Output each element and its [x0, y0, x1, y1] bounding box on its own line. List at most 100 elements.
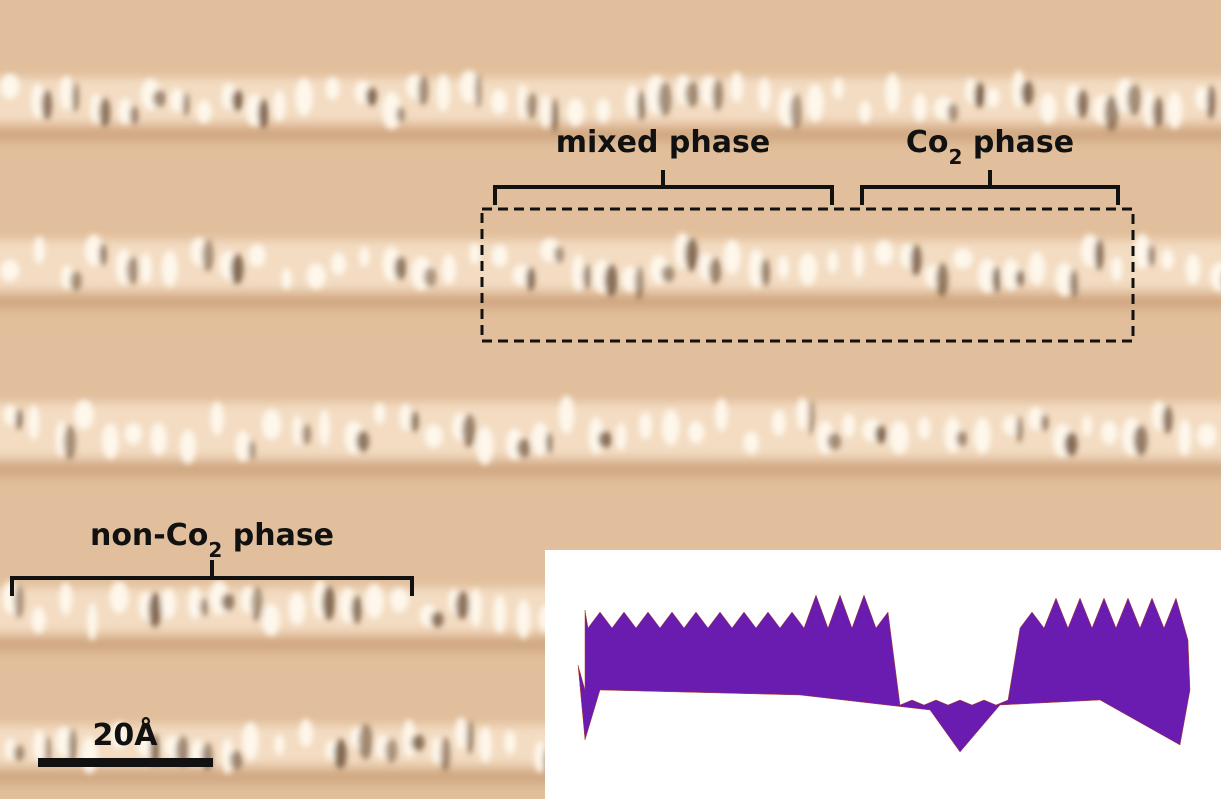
atom	[274, 734, 285, 755]
dark-row	[0, 463, 1221, 477]
atom	[1195, 86, 1209, 110]
atom-shadow	[153, 90, 166, 107]
atom	[431, 737, 441, 764]
label-part: 2	[208, 538, 222, 562]
atom-shadow	[202, 240, 213, 272]
atom	[292, 415, 302, 446]
atom-shadow	[911, 245, 922, 276]
atom-shadow	[554, 246, 563, 263]
atom-shadow	[418, 76, 428, 106]
atom-shadow	[992, 266, 1000, 293]
atom	[796, 398, 808, 430]
atom	[965, 78, 976, 103]
atom-shadow	[456, 591, 470, 619]
atom	[987, 88, 1000, 108]
atom	[913, 93, 927, 121]
dark-row	[0, 295, 1221, 309]
atom	[319, 410, 330, 447]
atom-shadow	[956, 431, 966, 447]
atom	[1082, 415, 1092, 437]
atom	[436, 74, 450, 112]
atom	[210, 402, 223, 436]
atom	[1028, 252, 1045, 286]
atom	[885, 73, 900, 113]
atom-shadow	[14, 745, 25, 761]
atom-shadow	[251, 587, 262, 622]
atom-shadow	[475, 74, 481, 108]
atom	[743, 431, 759, 454]
atom	[974, 417, 991, 454]
atom-shadow	[440, 737, 450, 771]
atom	[842, 414, 855, 438]
atom	[807, 84, 824, 122]
atom	[331, 253, 347, 276]
atom	[140, 253, 152, 285]
atom-shadow	[1070, 269, 1078, 298]
atom	[1178, 419, 1191, 456]
atom-shadow	[334, 739, 346, 769]
atom	[249, 244, 266, 267]
atom-shadow	[713, 79, 723, 110]
atom-shadow	[99, 243, 106, 266]
atom	[307, 263, 327, 289]
atom-shadow	[1041, 414, 1048, 430]
atom	[772, 410, 786, 436]
atom-shadow	[200, 598, 209, 616]
atom-shadow	[790, 94, 801, 129]
atom-shadow	[599, 431, 612, 448]
atom-shadow	[72, 82, 78, 112]
atom	[399, 404, 411, 431]
atom	[424, 424, 443, 448]
atom-shadow	[64, 425, 76, 460]
scale-bar	[38, 758, 213, 767]
atom	[262, 604, 280, 636]
atom-shadow	[230, 750, 243, 770]
atom-shadow	[258, 99, 268, 129]
atom-shadow	[526, 93, 538, 119]
atom	[476, 426, 493, 465]
atom-shadow	[127, 256, 139, 284]
atom	[479, 726, 492, 762]
atom-shadow	[16, 409, 23, 430]
atom	[567, 98, 585, 126]
atom	[688, 421, 704, 444]
atom	[531, 422, 548, 456]
label-part: non-Co	[90, 518, 208, 553]
atom	[1134, 234, 1150, 270]
atom	[1161, 249, 1174, 270]
atom	[273, 90, 286, 122]
atom-shadow	[359, 724, 373, 760]
atom-shadow	[42, 90, 52, 120]
atom-shadow	[1065, 432, 1078, 456]
atom-shadow	[974, 82, 984, 108]
atom	[953, 248, 973, 269]
atom-shadow	[875, 425, 886, 444]
atom-shadow	[467, 721, 474, 755]
atom-shadow	[685, 81, 699, 107]
atom	[33, 730, 45, 762]
atom-shadow	[69, 729, 76, 763]
atom-shadow	[1127, 84, 1141, 116]
atom	[918, 417, 931, 440]
atom	[170, 88, 184, 112]
atom	[1101, 421, 1118, 445]
atom-shadow	[352, 595, 362, 624]
atom	[102, 423, 119, 459]
atom-shadow	[99, 98, 111, 127]
atom-shadow	[685, 238, 698, 271]
atom	[59, 582, 72, 615]
label-part: phase	[222, 518, 334, 553]
atom-shadow	[1163, 406, 1173, 434]
atom-shadow	[827, 433, 841, 450]
atom	[374, 403, 385, 425]
atom	[281, 268, 292, 290]
atom-shadow	[462, 414, 475, 447]
atom	[626, 85, 640, 117]
atom-shadow	[385, 739, 397, 763]
atom-shadow	[936, 263, 948, 297]
atom	[799, 253, 818, 286]
atom	[559, 395, 575, 434]
atom	[504, 731, 516, 755]
atom	[74, 400, 94, 430]
atom-shadow	[546, 432, 552, 454]
